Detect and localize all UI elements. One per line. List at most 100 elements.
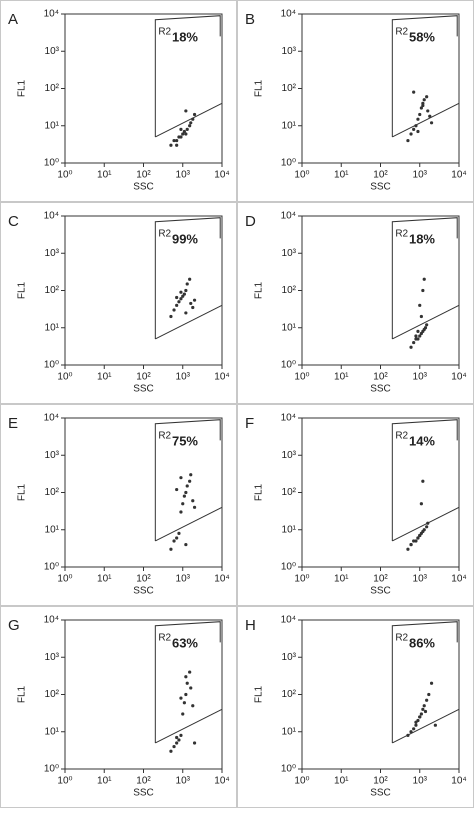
y-tick-label: 10⁰ xyxy=(281,562,296,573)
event-dot xyxy=(184,692,188,697)
event-dot xyxy=(169,314,173,319)
event-dot xyxy=(418,533,422,538)
event-dot xyxy=(188,670,192,674)
gate-threshold xyxy=(392,708,460,744)
y-axis-label: FL1 xyxy=(254,483,265,501)
event-dot xyxy=(169,143,173,147)
event-dot xyxy=(179,135,183,139)
x-tick-label: 10³ xyxy=(413,574,428,585)
plot-frame xyxy=(64,417,223,568)
event-dot xyxy=(422,528,426,532)
event-dot xyxy=(421,479,425,483)
y-axis-label: FL1 xyxy=(254,685,265,703)
event-dot xyxy=(191,305,195,310)
gate-threshold xyxy=(392,304,460,340)
gate-threshold xyxy=(155,708,223,744)
y-tick-label: 10³ xyxy=(282,248,297,259)
y-tick-label: 10¹ xyxy=(282,120,297,131)
y-tick-label: 10⁴ xyxy=(281,9,296,20)
event-dot xyxy=(169,547,173,551)
y-tick-label: 10¹ xyxy=(282,726,297,737)
y-tick-label: 10⁴ xyxy=(44,615,59,626)
panel-border xyxy=(237,404,474,606)
x-tick-label: 10⁴ xyxy=(451,372,466,383)
event-dot xyxy=(175,735,179,740)
event-dot xyxy=(179,476,183,480)
y-tick-label: 10⁰ xyxy=(44,360,59,371)
event-dot xyxy=(182,494,186,498)
event-dot xyxy=(416,129,420,134)
event-dot xyxy=(184,132,188,136)
plot-frame xyxy=(301,13,460,164)
panel-label: C xyxy=(8,213,19,230)
gate-percent: 86% xyxy=(409,635,435,650)
x-tick-label: 10⁰ xyxy=(57,574,72,585)
x-tick-label: 10⁴ xyxy=(214,776,229,787)
plot-frame xyxy=(301,215,460,366)
y-tick-label: 10¹ xyxy=(45,322,60,333)
event-dot xyxy=(175,143,179,147)
x-tick-label: 10⁰ xyxy=(57,170,72,181)
panel-label: G xyxy=(8,617,20,634)
event-dot xyxy=(418,715,422,719)
event-dot xyxy=(192,505,197,509)
panel-border xyxy=(0,0,237,202)
x-tick-label: 10³ xyxy=(176,372,191,383)
event-dot xyxy=(425,95,429,99)
event-dot xyxy=(429,121,434,125)
panel-label: H xyxy=(245,617,256,634)
event-dot xyxy=(412,340,416,345)
y-axis-label: FL1 xyxy=(17,483,28,501)
y-tick-label: 10¹ xyxy=(282,322,297,333)
event-dot xyxy=(423,326,428,330)
event-dot xyxy=(416,337,420,341)
gate-percent: 75% xyxy=(172,433,198,448)
panel-label: D xyxy=(245,213,256,230)
y-tick-label: 10⁴ xyxy=(281,615,296,626)
event-dot xyxy=(185,681,189,685)
x-tick-label: 10¹ xyxy=(97,776,112,787)
event-dot xyxy=(409,730,413,734)
event-dot xyxy=(179,510,183,514)
event-dot xyxy=(428,114,432,118)
panel-label: F xyxy=(245,415,254,432)
plot-frame xyxy=(64,215,223,366)
y-axis-label: FL1 xyxy=(17,79,28,97)
x-tick-label: 10⁴ xyxy=(451,574,466,585)
x-tick-label: 10⁰ xyxy=(57,776,72,787)
event-dot xyxy=(414,334,418,338)
x-tick-label: 10¹ xyxy=(334,372,349,383)
y-tick-label: 10³ xyxy=(282,652,297,663)
event-dot xyxy=(189,473,193,477)
event-dot xyxy=(191,499,195,503)
event-dot xyxy=(175,536,179,540)
event-dot xyxy=(191,704,195,708)
event-dot xyxy=(419,314,423,319)
event-dot xyxy=(179,297,183,301)
gate-region xyxy=(154,419,221,541)
event-dot xyxy=(426,109,430,113)
event-dot xyxy=(412,127,416,131)
x-tick-label: 10¹ xyxy=(334,170,349,181)
x-tick-label: 10² xyxy=(373,574,388,585)
x-axis-label: SSC xyxy=(370,384,391,395)
event-dot xyxy=(181,712,185,716)
event-dot xyxy=(433,723,437,727)
event-dot xyxy=(418,334,422,338)
event-dot xyxy=(179,696,183,700)
x-tick-label: 10³ xyxy=(413,776,428,787)
panel-border xyxy=(0,202,237,404)
x-tick-label: 10¹ xyxy=(97,574,112,585)
event-dot xyxy=(182,129,186,134)
y-axis-label: FL1 xyxy=(17,685,28,703)
y-tick-label: 10⁰ xyxy=(281,764,296,775)
gate-percent: 18% xyxy=(409,231,435,246)
x-axis-label: SSC xyxy=(370,788,391,799)
y-tick-label: 10⁰ xyxy=(44,764,59,775)
gate-label: R2 xyxy=(158,27,171,38)
event-dot xyxy=(182,292,186,296)
y-tick-label: 10¹ xyxy=(45,120,60,131)
y-tick-label: 10⁴ xyxy=(281,211,296,222)
gate-percent: 99% xyxy=(172,231,198,246)
gate-region xyxy=(154,217,221,339)
